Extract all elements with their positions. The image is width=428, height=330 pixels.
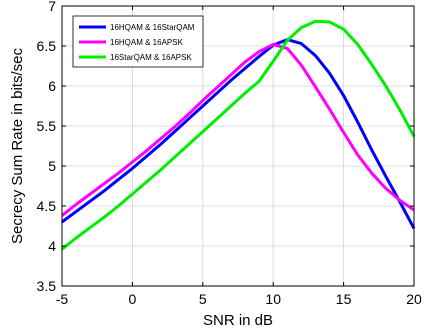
y-tick-label: 3.5 <box>37 278 57 294</box>
y-axis-label: Secrecy Sum Rate in bits/sec <box>9 48 26 244</box>
plot-frame <box>61 5 415 287</box>
x-tick-label: -5 <box>56 291 69 307</box>
series-line-2 <box>61 42 415 217</box>
ticks <box>61 5 415 287</box>
series-line-1 <box>61 38 416 230</box>
y-tick-label: 6 <box>48 78 56 94</box>
series-line-3 <box>61 19 416 251</box>
y-tick-label: 6.5 <box>37 38 57 54</box>
y-tick-labels: 3.5 4 4.5 5 5.5 6 6.5 7 <box>37 0 57 294</box>
legend-label-2: 16HQAM & 16APSK <box>110 38 184 47</box>
x-tick-label: 5 <box>199 291 207 307</box>
y-tick-label: 4 <box>48 238 56 254</box>
x-tick-labels: -5 0 5 10 15 20 <box>56 291 422 307</box>
y-tick-label: 4.5 <box>37 198 57 214</box>
legend: 16HQAM & 16StarQAM 16HQAM & 16APSK 16Sta… <box>72 15 204 68</box>
x-tick-label: 0 <box>129 291 137 307</box>
y-tick-label: 5 <box>48 158 56 174</box>
x-tick-label: 20 <box>406 291 422 307</box>
x-tick-label: 15 <box>336 291 352 307</box>
x-tick-label: 10 <box>265 291 281 307</box>
y-tick-label: 7 <box>48 0 56 14</box>
legend-label-1: 16HQAM & 16StarQAM <box>110 23 195 32</box>
legend-label-3: 16StarQAM & 16APSK <box>110 53 192 62</box>
y-tick-label: 5.5 <box>37 118 57 134</box>
series-group <box>61 19 416 251</box>
x-axis-label: SNR in dB <box>203 312 273 329</box>
